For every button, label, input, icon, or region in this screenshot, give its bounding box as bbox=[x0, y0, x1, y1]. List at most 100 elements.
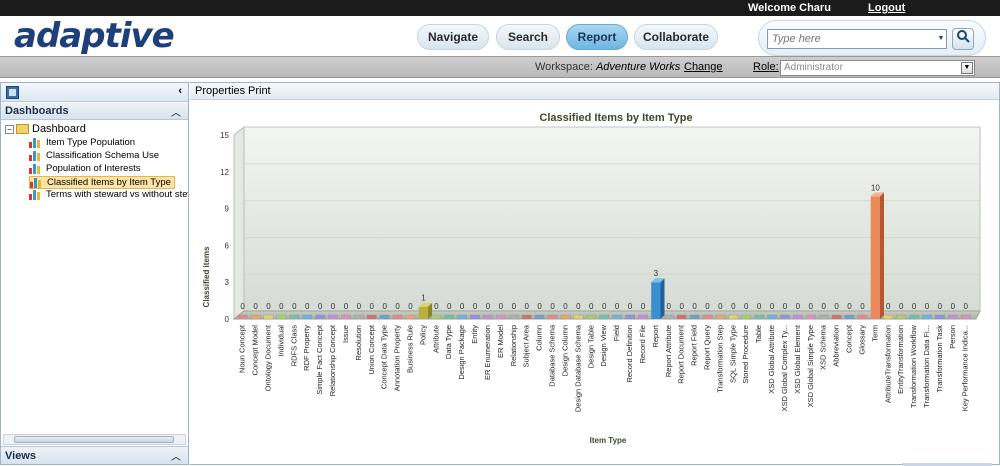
print-button[interactable]: Print bbox=[248, 85, 271, 97]
collapse-tree-icon[interactable]: − bbox=[5, 124, 14, 134]
bar bbox=[392, 314, 403, 320]
views-title: Views bbox=[5, 450, 36, 462]
x-tick-label: Report bbox=[651, 324, 660, 347]
data-label: 0 bbox=[305, 302, 310, 311]
x-tick-label: Entity bbox=[470, 325, 479, 344]
chart-title: Classified Items by Item Type bbox=[539, 112, 692, 124]
data-label: 0 bbox=[357, 302, 362, 311]
bar bbox=[948, 314, 958, 320]
navigate-button[interactable]: Navigate bbox=[417, 24, 489, 50]
chevron-up-icon[interactable]: ︿ bbox=[171, 108, 181, 119]
x-tick-label: ER Model bbox=[496, 325, 505, 358]
data-label: 0 bbox=[860, 302, 865, 311]
workspace-name: Adventure Works bbox=[595, 61, 681, 73]
tree-item-classified-items-by-item-type[interactable]: Classified Items by Item Type bbox=[29, 176, 175, 189]
x-tick-label: Transformation Data Fi... bbox=[922, 325, 931, 408]
report-button[interactable]: Report bbox=[566, 24, 628, 50]
data-label: 0 bbox=[899, 302, 904, 311]
dashboards-header[interactable]: Dashboards ︿ bbox=[1, 103, 188, 120]
x-tick-label: Report Query bbox=[702, 325, 711, 370]
collapse-left-icon[interactable]: ‹ bbox=[178, 85, 182, 97]
x-tick-label: Table bbox=[754, 325, 763, 343]
y-tick-label: 6 bbox=[225, 241, 230, 250]
bar-chart-icon bbox=[29, 150, 42, 161]
x-tick-label: SQL Simple Type bbox=[728, 325, 737, 383]
data-label: 0 bbox=[731, 302, 736, 311]
welcome-text: Welcome Charu bbox=[748, 2, 831, 14]
data-label: 0 bbox=[318, 302, 323, 311]
x-tick-label: Abbreviation bbox=[832, 325, 841, 367]
bar bbox=[612, 314, 622, 320]
bar bbox=[276, 314, 287, 320]
x-tick-label: Stored Procedure bbox=[741, 325, 750, 384]
panel-icon[interactable] bbox=[6, 86, 19, 99]
tree-item-population-of-interests[interactable]: Population of Interests bbox=[29, 163, 144, 176]
y-tick-label: 3 bbox=[225, 278, 230, 287]
data-label: 0 bbox=[512, 302, 517, 311]
x-tick-label: XSD Global Attribute bbox=[767, 325, 776, 394]
logout-link[interactable]: Logout bbox=[868, 2, 906, 14]
x-tick-label: RDFS Class bbox=[289, 325, 298, 367]
x-tick-label: Resolution bbox=[354, 325, 363, 360]
scrollbar-thumb[interactable] bbox=[14, 436, 174, 443]
bar bbox=[780, 314, 790, 320]
workspace-change-link[interactable]: Change bbox=[684, 61, 723, 73]
data-label: 0 bbox=[925, 302, 930, 311]
data-label: 0 bbox=[809, 302, 814, 311]
data-label: 0 bbox=[667, 302, 672, 311]
chevron-up-icon[interactable]: ︿ bbox=[171, 452, 181, 463]
x-tick-label: Union Concept bbox=[367, 324, 376, 375]
data-label: 0 bbox=[718, 302, 723, 311]
dashboards-title: Dashboards bbox=[5, 105, 69, 117]
bar-side bbox=[660, 278, 665, 319]
x-tick-label: Data Type bbox=[444, 325, 453, 359]
search-button[interactable]: Search bbox=[496, 24, 560, 50]
y-tick-label: 0 bbox=[225, 315, 230, 324]
x-tick-label: EntityTransformation bbox=[896, 325, 905, 394]
bar-chart-icon bbox=[29, 163, 42, 174]
search-dropdown-icon[interactable]: ▼ bbox=[936, 29, 947, 49]
bar bbox=[599, 314, 609, 320]
data-label: 0 bbox=[292, 302, 297, 311]
x-tick-label: XSD Global Complex Ty... bbox=[780, 325, 789, 411]
data-label: 0 bbox=[912, 302, 917, 311]
search-input[interactable] bbox=[767, 29, 937, 49]
x-tick-label: Concept Data Type bbox=[380, 325, 389, 389]
tree-item-terms-with-steward[interactable]: Terms with steward vs without steward bbox=[29, 189, 188, 202]
x-tick-label: Annotation Property bbox=[393, 325, 402, 392]
tree-item-item-type-population[interactable]: Item Type Population bbox=[29, 137, 138, 150]
y-tick-label: 12 bbox=[220, 168, 229, 177]
bar bbox=[844, 314, 855, 320]
x-tick-label: Transformation Task bbox=[935, 325, 944, 393]
data-label: 0 bbox=[240, 302, 245, 311]
bar-chart-icon bbox=[29, 137, 42, 148]
data-label: 0 bbox=[408, 302, 413, 311]
data-label: 0 bbox=[370, 302, 375, 311]
bar bbox=[366, 314, 377, 320]
data-label: 0 bbox=[447, 302, 452, 311]
data-label: 0 bbox=[563, 302, 568, 311]
x-tick-label: Transformation Step bbox=[715, 325, 724, 393]
data-label: 0 bbox=[537, 302, 542, 311]
bar bbox=[676, 314, 687, 320]
horizontal-scrollbar[interactable] bbox=[3, 434, 186, 445]
x-tick-label: Glossary bbox=[857, 325, 866, 355]
collaborate-button[interactable]: Collaborate bbox=[634, 24, 718, 50]
x-tick-label: Design Column bbox=[560, 325, 569, 376]
data-label: 0 bbox=[460, 302, 465, 311]
y-tick-label: 9 bbox=[225, 205, 230, 214]
role-select[interactable]: Administrator ▼ bbox=[780, 60, 975, 76]
views-header[interactable]: Views ︿ bbox=[1, 446, 188, 464]
tree-root[interactable]: − Dashboard bbox=[5, 123, 86, 137]
bar bbox=[638, 314, 648, 320]
bar bbox=[728, 314, 739, 320]
data-label: 0 bbox=[524, 302, 529, 311]
bar bbox=[444, 314, 455, 320]
tree-item-classification-schema-use[interactable]: Classification Schema Use bbox=[29, 150, 162, 163]
x-tick-label: RDF Property bbox=[302, 325, 311, 371]
properties-button[interactable]: Properties bbox=[195, 85, 246, 97]
x-tick-label: Design Table bbox=[586, 325, 595, 368]
search-go-button[interactable] bbox=[952, 28, 974, 50]
data-label: 0 bbox=[964, 302, 969, 311]
bar bbox=[250, 314, 261, 320]
